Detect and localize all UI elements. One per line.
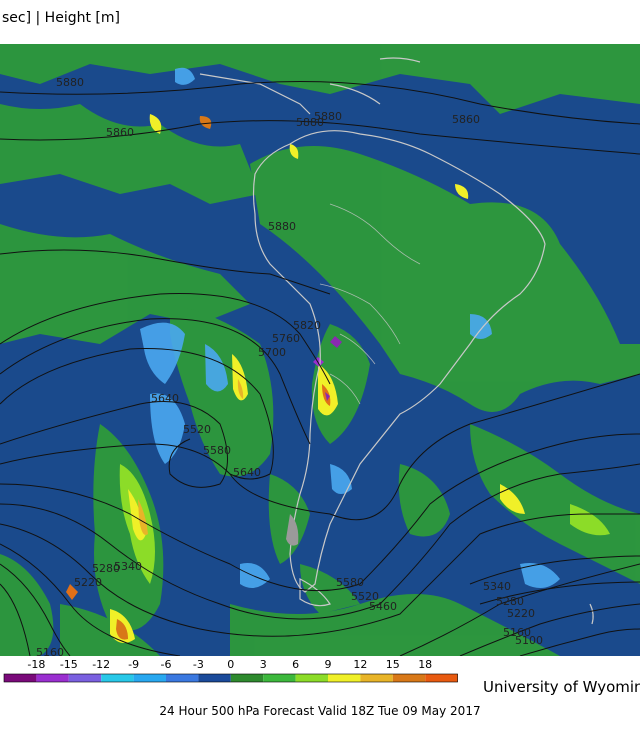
coastlines <box>199 57 594 625</box>
contour-label: 5460 <box>369 600 397 613</box>
colorbar-tick-label: 15 <box>386 658 400 671</box>
colorbar-tick-label: 3 <box>260 658 267 671</box>
colorbar-swatch <box>392 674 426 682</box>
contour-label: 5820 <box>293 319 321 332</box>
contour-label: 5340 <box>483 580 511 593</box>
contour-label: 5880 <box>268 220 296 233</box>
contour-label: 5520 <box>351 590 379 603</box>
colorbar-swatch <box>425 674 458 682</box>
colorbar-tick-label: -9 <box>128 658 139 671</box>
contour-label: 5880 <box>314 110 342 123</box>
contour-label: 5160 <box>36 646 64 656</box>
contour-label: 5880 <box>296 116 324 129</box>
colorbar-tick-label: -18 <box>27 658 45 671</box>
colorbar-tick-label: 12 <box>353 658 367 671</box>
colorbar-swatches <box>3 673 458 683</box>
colorbar-frame <box>3 673 458 683</box>
credit-text: University of Wyoming <box>483 678 640 696</box>
contour-label: 5280 <box>92 562 120 575</box>
contour-label: 5760 <box>272 332 300 345</box>
contour-label: 5640 <box>233 466 261 479</box>
colorbar-tick-label: 18 <box>418 658 432 671</box>
contour-label: 5100 <box>515 634 543 647</box>
colorbar-swatch <box>295 674 328 682</box>
colorbar-tick-label: 6 <box>292 658 299 671</box>
contour-label: 5860 <box>106 126 134 139</box>
header-title: sec] | Height [m] <box>2 10 120 26</box>
contour-label: 5520 <box>183 423 211 436</box>
contour-label-group: 5880 5860 5880 5880 5860 5880 5820 5760 … <box>36 76 543 656</box>
contour-label: 5580 <box>203 444 231 457</box>
colorbar-swatch <box>263 674 296 682</box>
contour-label: 5880 <box>56 76 84 89</box>
colorbar-tick-label: -15 <box>60 658 78 671</box>
contour-label: 5640 <box>151 392 179 405</box>
colorbar-tick-label: 9 <box>325 658 332 671</box>
colorbar-swatch <box>198 674 231 682</box>
colorbar-tick-label: 0 <box>227 658 234 671</box>
colorbar-swatch <box>36 674 69 682</box>
colorbar-swatch <box>133 674 166 682</box>
weather-map: 5880 5860 5880 5880 5860 5880 5820 5760 … <box>0 44 640 656</box>
blue-fields <box>140 67 560 588</box>
colorbar-ticks: -18 -15 -12 -9 -6 -3 0 3 6 9 12 15 18 <box>27 658 432 671</box>
colorbar: -18 -15 -12 -9 -6 -3 0 3 6 9 12 15 18 <box>3 658 458 683</box>
colorbar-swatch <box>68 674 102 682</box>
colorbar-swatch <box>328 674 361 682</box>
contour-label: 5220 <box>507 607 535 620</box>
height-contours <box>0 81 640 656</box>
borders <box>319 203 421 405</box>
colorbar-swatch <box>101 674 134 682</box>
forecast-caption: 24 Hour 500 hPa Forecast Valid 18Z Tue 0… <box>159 704 481 718</box>
colorbar-tick-label: -12 <box>92 658 110 671</box>
contour-label: 5340 <box>114 560 142 573</box>
colorbar-tick-label: -6 <box>161 658 172 671</box>
contour-label: 5160 <box>503 626 531 639</box>
colorbar-tick-label: -3 <box>193 658 204 671</box>
hotspots <box>66 114 610 643</box>
contour-label: 5580 <box>336 576 364 589</box>
contour-label: 5220 <box>74 576 102 589</box>
colorbar-swatch <box>360 674 393 682</box>
colorbar-swatch <box>230 674 264 682</box>
colorbar-swatch <box>4 674 37 682</box>
contour-label: 5860 <box>452 113 480 126</box>
contour-label: 5700 <box>258 346 286 359</box>
colorbar-swatch <box>166 674 199 682</box>
contour-label: 5280 <box>496 595 524 608</box>
